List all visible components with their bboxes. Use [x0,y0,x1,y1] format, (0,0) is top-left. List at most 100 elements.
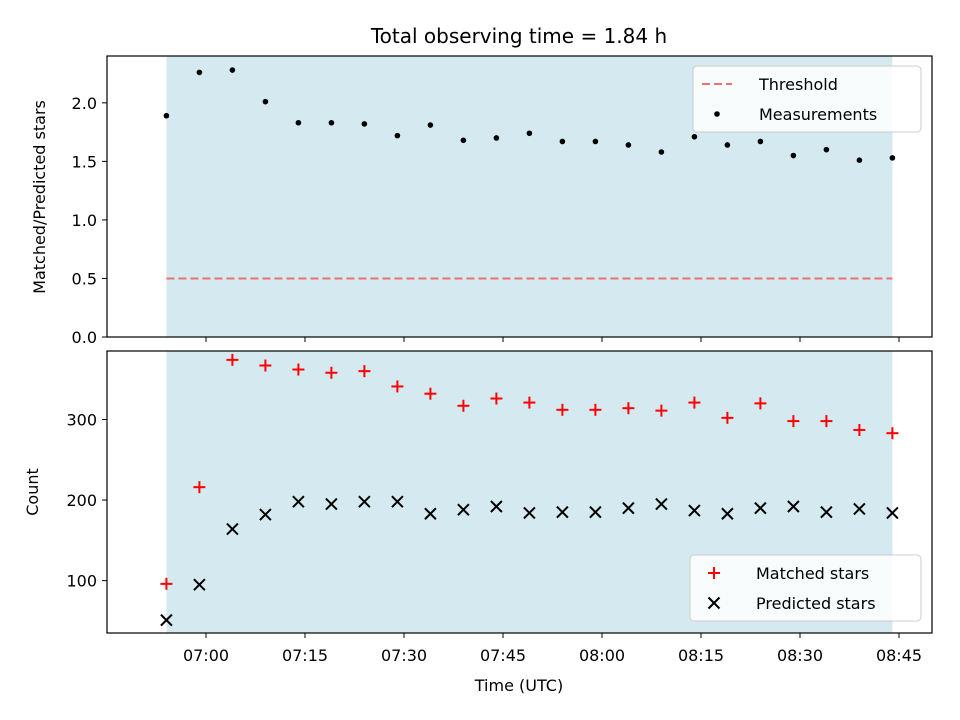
x-marker-b [688,504,701,517]
bottom-series1-point [589,505,602,519]
bottom-series1-point [820,505,833,519]
top-legend-marker [714,111,720,117]
x-marker-b [160,613,173,627]
bottom-plot-area: 100 200 300 07:00 07:15 07:30 07:45 08:00 08:15 0… [66,350,933,665]
top-series0-point [559,138,566,145]
bottom-series1-point [787,500,800,513]
top-series0-point [889,155,896,161]
bottom-y-axis-label: Count [23,468,42,516]
bottom-series0-point [193,481,206,494]
top-y-tick-label: 0.0 [72,328,97,347]
x-marker-b [886,506,899,520]
bottom-series0-point [688,396,701,409]
x-marker-b [424,507,437,520]
x-marker-b [193,578,206,591]
bottom-legend-label: Predicted stars [756,594,876,613]
top-series0-point [526,130,533,137]
bottom-series1-point [523,506,536,520]
x-marker-b [391,495,404,508]
x-marker-b [754,501,767,515]
bottom-series1-point [490,500,503,513]
x-marker-b [523,506,536,520]
bottom-series0-point [391,380,404,393]
bottom-series0-point [589,403,602,416]
bottom-legend-box [689,554,922,622]
bottom-series0-point [490,392,503,405]
x-marker-b [622,501,635,515]
bottom-series0-point [655,404,668,417]
top-series0-point [196,69,203,76]
top-series0-point [361,121,368,127]
top-series0-point [493,135,500,141]
top-series0-point [790,152,797,159]
bottom-series0-point [358,365,371,378]
bottom-legend: Matched stars Predicted stars [689,554,922,622]
bottom-series1-point [292,495,305,508]
top-y-tick-label: 1.5 [72,152,97,171]
bottom-series0-point [820,415,833,428]
top-series0-point [163,112,170,119]
bottom-series0-point [325,366,338,379]
bottom-legend-marker [707,596,721,610]
bottom-series1-point [457,503,470,516]
top-legend: Threshold Measurements [692,65,922,133]
x-axis-label: Time (UTC) [474,676,563,695]
bottom-series0-point [292,363,305,376]
top-series0-point [823,146,830,153]
bottom-legend-label: Matched stars [756,564,869,583]
top-legend-label: Threshold [758,75,838,94]
top-series0-point [328,119,335,126]
bottom-x-tick-label: 08:00 [579,646,625,665]
bottom-series0-point [424,387,437,400]
x-marker-b [721,507,734,520]
bottom-x-tick-label: 07:30 [381,646,427,665]
top-series0-point [691,133,698,140]
top-series0-point [394,132,401,139]
bottom-series1-point [160,613,173,627]
bottom-series0-point [754,397,767,410]
x-marker-b [787,500,800,513]
bottom-series1-point [226,522,239,536]
top-series0-point [295,119,302,126]
bottom-series1-point [886,506,899,520]
bottom-series0-point [457,399,470,412]
top-y-tick-label: 2.0 [72,94,97,113]
bottom-series1-point [655,497,668,511]
x-marker-b [556,505,569,519]
top-legend-box [692,65,922,133]
bottom-series1-point [193,578,206,591]
bottom-series1-point [754,501,767,515]
bottom-series1-point [424,507,437,520]
x-marker-b [589,505,602,519]
top-y-axis-label: Matched/Predicted stars [30,100,49,294]
bottom-series0-point [721,411,734,424]
top-series0-point [229,67,236,73]
bottom-series0-point [523,396,536,409]
bottom-series1-point [853,502,866,516]
bottom-y-tick-label: 300 [66,410,97,429]
bottom-x-tick-label: 08:15 [678,646,724,665]
bottom-y-tick-label: 100 [66,572,97,591]
bottom-series1-point [325,497,338,511]
chart-title: Total observing time = 1.84 h [370,24,667,48]
bottom-legend-marker [708,567,720,579]
x-marker-b [226,522,239,536]
bottom-series1-point [622,501,635,515]
bottom-series0-point [886,427,899,440]
top-y-tick-label: 1.0 [72,211,97,230]
bottom-series0-point [160,577,173,590]
x-marker-b [358,495,371,508]
top-series0-point [757,138,764,145]
bottom-series1-point [556,505,569,519]
bottom-series0-point [622,402,635,415]
top-series0-point [724,142,731,148]
bottom-series1-point [688,504,701,517]
bottom-axes-frame [106,350,933,634]
bottom-x-tick-label: 08:30 [777,646,823,665]
top-series0-point [658,149,665,155]
x-marker-b [325,497,338,511]
bottom-x-tick-label: 08:45 [876,646,922,665]
bottom-y-tick-label: 200 [66,491,97,510]
bottom-series0-point [226,353,239,366]
